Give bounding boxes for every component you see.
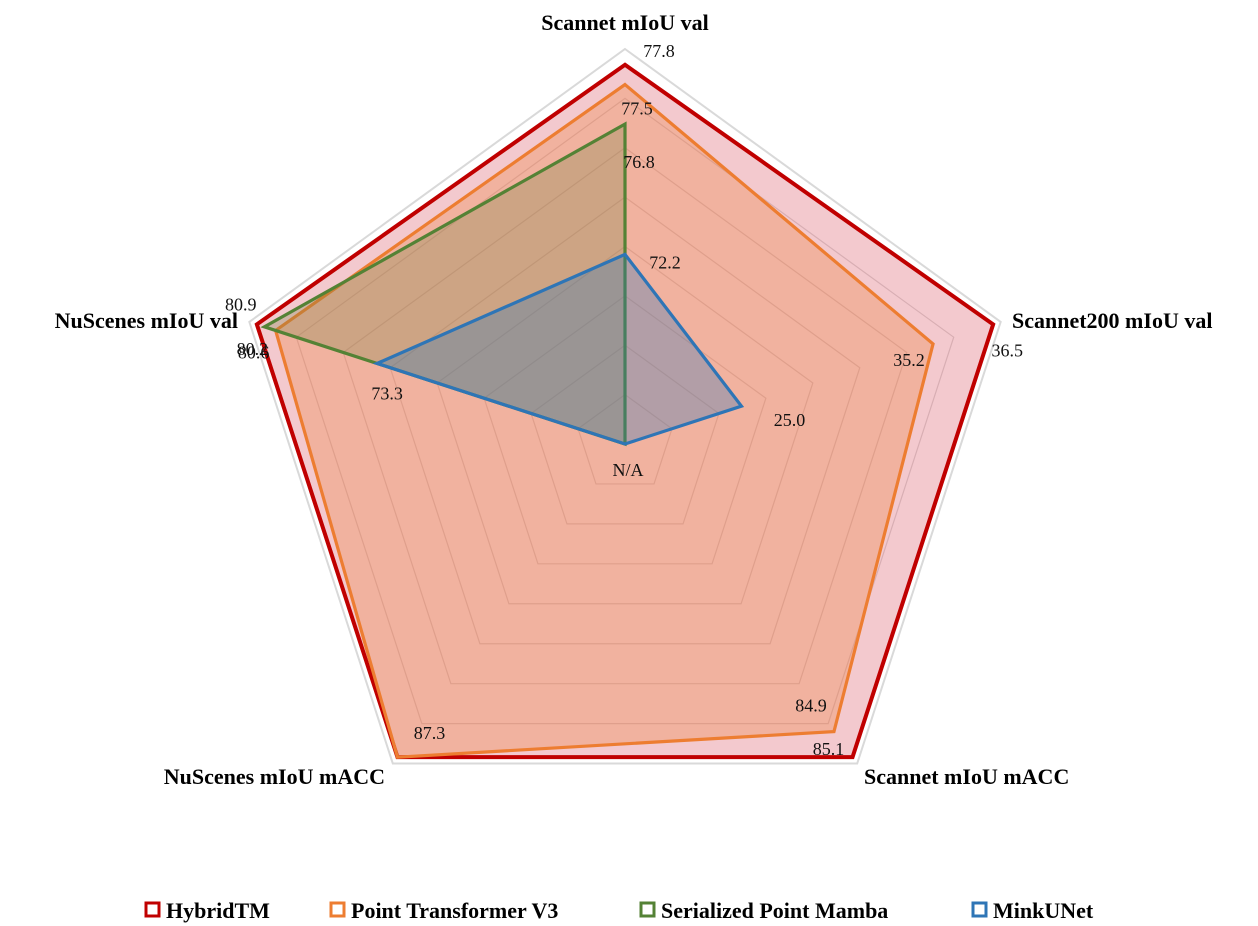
data-label-hybridtm-1: 36.5: [991, 340, 1023, 360]
legend-item-serialized-point-mamba[interactable]: Serialized Point Mamba: [641, 898, 888, 923]
data-label-point-transformer-v3-1: 35.2: [893, 350, 925, 370]
legend-item-minkunet[interactable]: MinkUNet: [973, 898, 1094, 923]
legend-item-hybridtm[interactable]: HybridTM: [146, 898, 270, 923]
legend-swatch-serialized-point-mamba: [641, 903, 654, 916]
data-label-serialized-point-mamba-0: 76.8: [623, 152, 655, 172]
axis-label-scannet-miou-macc: Scannet mIoU mACC: [864, 764, 1069, 789]
data-label-point-transformer-v3-2: 84.9: [795, 696, 827, 716]
legend: HybridTM Point Transformer V3 Serialized…: [146, 898, 1094, 923]
legend-label-hybridtm: HybridTM: [166, 898, 270, 923]
data-label-minkunet-0: 72.2: [649, 252, 681, 272]
legend-label-serialized-point-mamba: Serialized Point Mamba: [661, 898, 888, 923]
legend-swatch-minkunet: [973, 903, 986, 916]
legend-label-minkunet: MinkUNet: [993, 898, 1094, 923]
legend-swatch-hybridtm: [146, 903, 159, 916]
axis-label-nuscenes-miou-macc: NuScenes mIoU mACC: [164, 764, 385, 789]
legend-item-point-transformer-v3[interactable]: Point Transformer V3: [331, 898, 558, 923]
legend-label-point-transformer-v3: Point Transformer V3: [351, 898, 558, 923]
data-label-point-transformer-v3-3: 87.3: [414, 723, 446, 743]
legend-swatch-point-transformer-v3: [331, 903, 344, 916]
data-label-minkunet-1: 25.0: [774, 410, 806, 430]
data-label-point-transformer-v3-0: 77.5: [621, 99, 653, 119]
axis-label-nuscenes-miou-val: NuScenes mIoU val: [55, 308, 238, 333]
data-label-minkunet-2: N/A: [613, 460, 644, 480]
data-label-hybridtm-0: 77.8: [643, 41, 675, 61]
data-label-minkunet-4: 73.3: [371, 383, 403, 403]
axis-label-scannet-miou-val: Scannet mIoU val: [541, 10, 708, 35]
data-label-serialized-point-mamba-4: 80.2: [237, 339, 269, 359]
axis-label-scannet200-miou-val: Scannet200 mIoU val: [1012, 308, 1212, 333]
data-label-hybridtm-2: 85.1: [813, 739, 845, 759]
